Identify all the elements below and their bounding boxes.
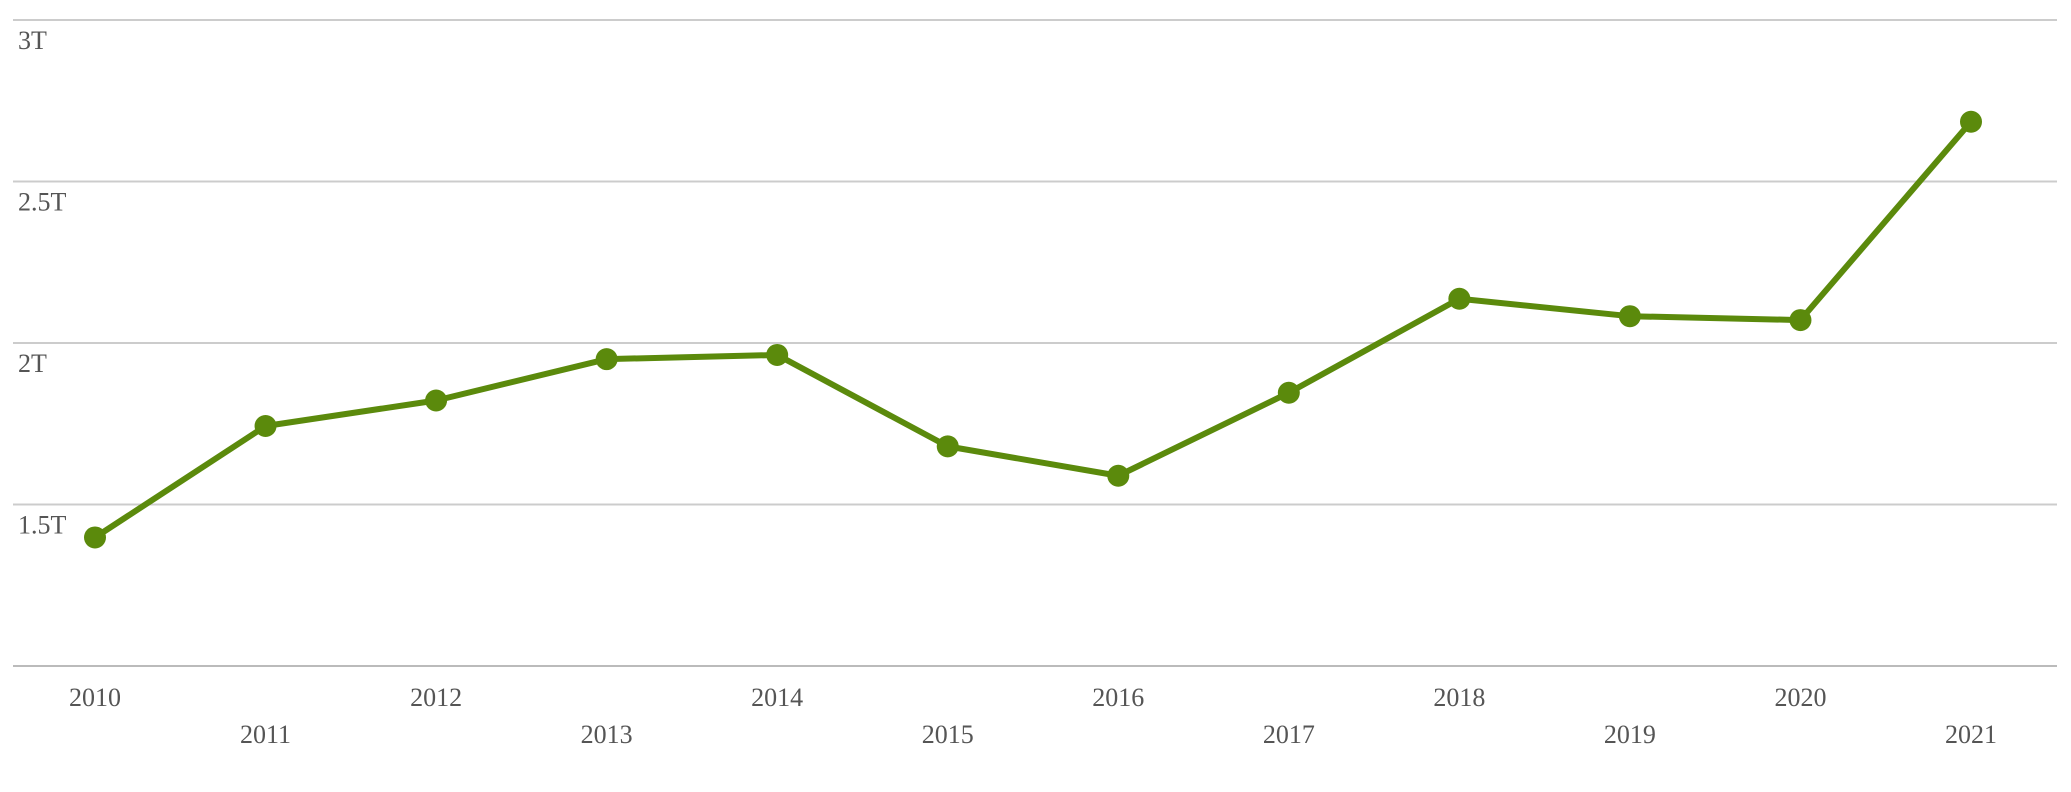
x-tick-label: 2020 (1774, 683, 1826, 712)
x-tick-label: 2011 (240, 720, 291, 749)
point (254, 415, 277, 438)
point (1277, 381, 1300, 404)
y-tick-label: 2.5T (18, 187, 67, 216)
point (936, 435, 959, 458)
y-tick-label: 1.5T (18, 510, 67, 539)
x-tick-label: 2013 (581, 720, 633, 749)
point (1789, 309, 1812, 332)
x-tick-label: 2017 (1263, 720, 1315, 749)
x-tick-label: 2019 (1604, 720, 1656, 749)
x-tick-label: 2010 (69, 683, 121, 712)
point (1960, 110, 1982, 133)
x-tick-label: 2021 (1945, 720, 1997, 749)
point (1448, 287, 1471, 310)
point (766, 343, 789, 366)
point (84, 526, 106, 549)
y-tick-label: 2T (18, 349, 47, 378)
x-tick-label: 2015 (922, 720, 974, 749)
line (93, 119, 1974, 540)
x-tick-label: 2012 (410, 683, 462, 712)
x-tick-label: 2014 (751, 683, 803, 712)
point (425, 389, 448, 412)
point (1107, 464, 1130, 487)
x-tick-label: 2016 (1092, 683, 1144, 712)
point (595, 348, 618, 371)
x-tick-label: 2018 (1433, 683, 1485, 712)
point (1618, 305, 1641, 328)
y-tick-label: 3T (18, 26, 47, 55)
